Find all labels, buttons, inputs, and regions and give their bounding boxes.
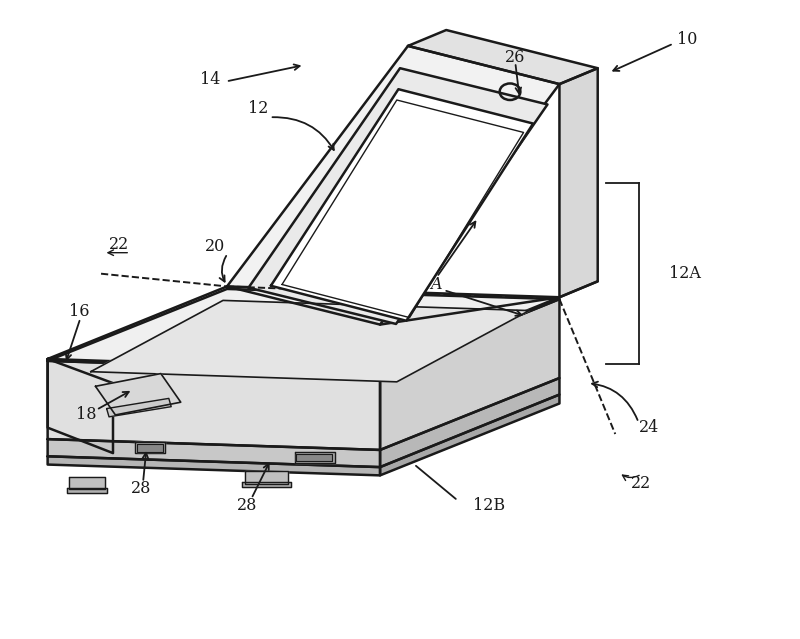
Polygon shape <box>559 68 598 297</box>
Polygon shape <box>48 359 113 453</box>
Polygon shape <box>137 443 163 452</box>
Text: 18: 18 <box>77 406 97 424</box>
Text: 20: 20 <box>205 238 225 255</box>
Polygon shape <box>106 398 171 417</box>
Text: 26: 26 <box>506 49 526 66</box>
Polygon shape <box>380 299 559 450</box>
Polygon shape <box>48 456 380 475</box>
Polygon shape <box>249 68 547 324</box>
Text: 28: 28 <box>130 480 151 497</box>
Polygon shape <box>380 394 559 475</box>
Polygon shape <box>66 488 107 493</box>
Polygon shape <box>380 378 559 467</box>
Polygon shape <box>245 471 288 484</box>
Text: 16: 16 <box>70 304 90 320</box>
Text: 12A: 12A <box>670 265 702 282</box>
Text: A: A <box>430 276 442 293</box>
Polygon shape <box>242 482 290 487</box>
Polygon shape <box>135 442 165 453</box>
Text: 14: 14 <box>200 70 221 88</box>
Text: 28: 28 <box>237 497 257 514</box>
Polygon shape <box>48 439 380 467</box>
Text: 22: 22 <box>630 475 651 492</box>
Polygon shape <box>48 289 559 372</box>
Polygon shape <box>48 286 559 371</box>
Text: 24: 24 <box>638 419 659 436</box>
Polygon shape <box>227 46 559 325</box>
Polygon shape <box>48 361 380 450</box>
Polygon shape <box>90 300 529 382</box>
Polygon shape <box>294 452 334 463</box>
Polygon shape <box>271 89 533 321</box>
Text: 12: 12 <box>248 100 268 117</box>
Polygon shape <box>408 30 598 84</box>
Polygon shape <box>296 454 332 461</box>
Text: 22: 22 <box>110 236 130 253</box>
Text: 10: 10 <box>677 31 697 48</box>
Polygon shape <box>69 477 105 489</box>
Polygon shape <box>95 374 181 415</box>
Text: 12B: 12B <box>474 497 506 514</box>
